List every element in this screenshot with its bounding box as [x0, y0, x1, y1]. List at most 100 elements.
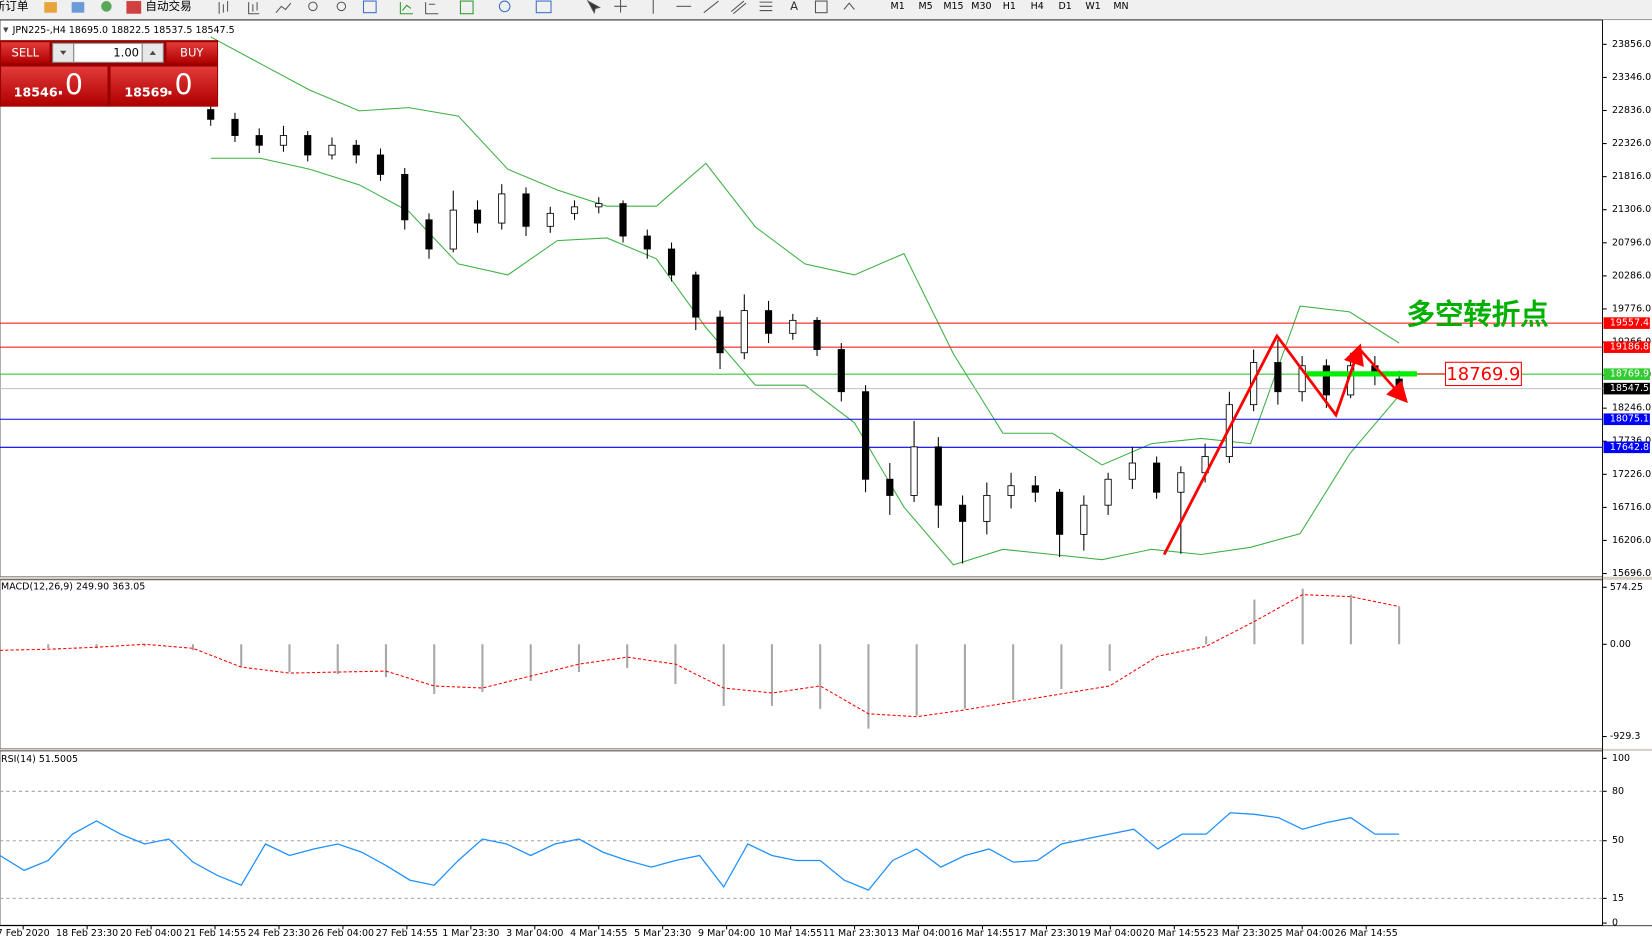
candle-body	[570, 206, 579, 214]
sell-price-box[interactable]	[1, 66, 108, 106]
level-label-bg	[1603, 382, 1650, 395]
icon[interactable]	[614, 0, 627, 13]
pane-separator	[0, 576, 1652, 580]
level-label-bg	[1603, 341, 1650, 353]
y-tick-label: -929.3	[1610, 731, 1641, 742]
icon[interactable]	[218, 1, 229, 14]
level-label-bg	[1603, 368, 1650, 380]
candle-body	[595, 203, 603, 208]
new-order-button[interactable]: 新订单	[0, 0, 28, 13]
sell-label[interactable]: SELL	[11, 45, 39, 59]
icon[interactable]	[126, 1, 142, 14]
candle-body	[279, 135, 288, 146]
candle-body	[837, 349, 845, 393]
buy-price-box[interactable]	[110, 66, 218, 106]
icon[interactable]	[101, 1, 112, 12]
icon[interactable]	[535, 0, 552, 14]
candle-body	[934, 446, 942, 506]
sell-button[interactable]	[1, 42, 50, 64]
time-label: 24 Feb 23:30	[248, 928, 310, 939]
y-tick-label: 22326.0	[1612, 138, 1651, 149]
y-tick-label: 20796.0	[1612, 237, 1651, 248]
timeframe-button[interactable]: W1	[1085, 1, 1100, 12]
rsi-line	[0, 812, 1400, 891]
y-tick-label: 100	[1612, 753, 1630, 764]
icon[interactable]	[71, 2, 85, 13]
timeframe-button[interactable]: D1	[1058, 1, 1071, 12]
buy-label[interactable]: BUY	[180, 45, 204, 59]
icon[interactable]	[498, 0, 511, 13]
tool-icons	[218, 0, 855, 15]
icon[interactable]	[248, 2, 260, 15]
icon[interactable]	[399, 2, 413, 15]
candle-body	[1031, 485, 1039, 493]
time-label: 26 Mar 14:55	[1335, 928, 1398, 939]
candle-body	[449, 209, 457, 250]
time-label: 17 Mar 23:30	[1015, 928, 1078, 939]
candle-body	[789, 319, 797, 334]
timeframe-button[interactable]: H1	[1003, 1, 1016, 12]
icon	[149, 50, 156, 55]
candle-body	[328, 144, 336, 156]
buy-button[interactable]	[166, 42, 218, 64]
trend-arrow-segment	[1163, 336, 1359, 556]
text-tool[interactable]: A	[790, 0, 798, 13]
icon[interactable]	[425, 2, 439, 15]
macd-label: MACD(12,26,9) 249.90 363.05	[1, 582, 145, 593]
y-tick-label: 50	[1612, 835, 1624, 846]
axes: 7 Feb 2020 18 Feb 23:30 20 Feb 04:00 21 Feb…	[0, 39, 1651, 939]
sell-fraction[interactable]: .0	[56, 69, 83, 102]
candle-body	[861, 391, 870, 480]
candle-body	[740, 310, 748, 354]
lots-value[interactable]: 1.00	[113, 45, 139, 59]
level-label: 18769.9	[1610, 369, 1649, 380]
icon[interactable]	[843, 2, 855, 10]
icon[interactable]	[459, 0, 474, 15]
main-pane	[0, 19, 1603, 577]
time-label: 5 Mar 23:30	[634, 928, 691, 939]
bollinger-bands	[210, 36, 1400, 566]
candle-body	[958, 504, 967, 522]
timeframe-button[interactable]: M30	[971, 1, 991, 12]
icon[interactable]	[814, 0, 828, 14]
timeframe-button[interactable]: H4	[1031, 1, 1044, 12]
sell-price[interactable]: 18546	[14, 84, 58, 99]
timeframe-button[interactable]: MN	[1113, 1, 1128, 12]
time-label: 25 Mar 04:00	[1271, 928, 1334, 939]
candle-body	[667, 248, 676, 276]
candle-body	[473, 209, 482, 224]
buy-price[interactable]: 18569	[124, 84, 168, 99]
candle-body	[692, 274, 700, 318]
auto-trading-button[interactable]: 自动交易	[145, 0, 191, 13]
buy-fraction[interactable]: .0	[165, 69, 192, 102]
time-label: 10 Mar 14:55	[759, 928, 822, 939]
timeframe-button[interactable]: M5	[918, 1, 932, 12]
y-tick-label: 0	[1612, 918, 1618, 929]
icon[interactable]	[730, 0, 747, 15]
timeframe-button[interactable]: M15	[943, 1, 963, 12]
y-tick-label: 17226.0	[1612, 469, 1651, 480]
candle-body	[352, 144, 360, 156]
y-tick-label: 21816.0	[1612, 171, 1651, 182]
time-label: 16 Mar 14:55	[951, 928, 1014, 939]
timeframe-button[interactable]: M1	[891, 1, 905, 12]
icon[interactable]	[703, 0, 719, 14]
icon[interactable]	[44, 2, 57, 13]
bollinger-band	[210, 157, 1400, 566]
icon[interactable]	[586, 0, 601, 15]
candle-body	[522, 193, 530, 227]
icon[interactable]	[275, 2, 292, 14]
header-icon	[3, 27, 9, 33]
time-label: 13 Mar 04:00	[887, 928, 950, 939]
candle-body	[1007, 485, 1015, 496]
toolbar	[0, 0, 1652, 20]
icon[interactable]	[362, 0, 377, 14]
level-label-bg	[1603, 441, 1650, 454]
icon[interactable]	[336, 1, 347, 12]
icon[interactable]	[759, 1, 773, 12]
candle-body	[910, 446, 918, 496]
time-label: 21 Feb 14:55	[184, 928, 246, 939]
icon[interactable]	[308, 1, 318, 12]
candle-body	[716, 316, 724, 354]
rsi	[0, 790, 1603, 899]
